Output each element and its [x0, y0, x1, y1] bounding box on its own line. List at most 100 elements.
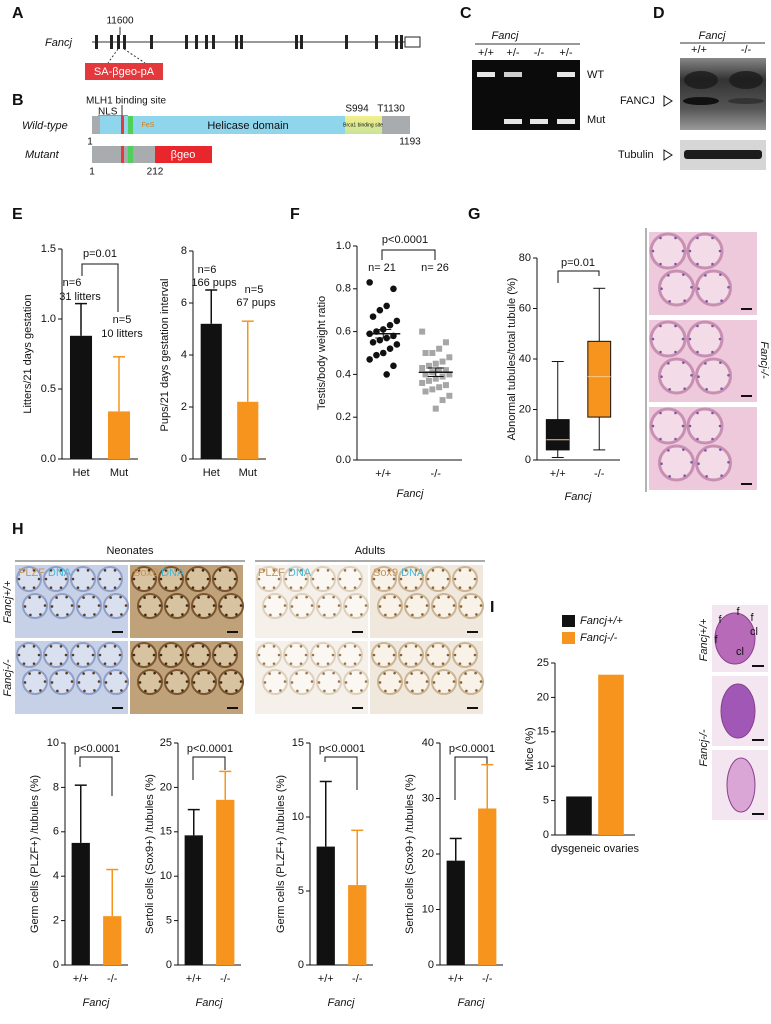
insertion-position: 11600: [106, 16, 134, 27]
exon: [345, 35, 348, 49]
nucleus: [39, 613, 42, 616]
y-tick-label: 10: [160, 870, 172, 882]
nucleus: [306, 689, 309, 692]
nucleus: [86, 645, 90, 648]
gel-band: [504, 72, 522, 77]
annotation: 67 pups: [236, 297, 276, 309]
nucleus: [384, 689, 387, 693]
nucleus: [448, 689, 451, 692]
nucleus: [458, 586, 462, 589]
tubule: [256, 566, 282, 592]
nucleus: [92, 671, 95, 675]
nucleus: [364, 680, 368, 683]
y-tick-label: 40: [422, 737, 434, 749]
y-tick-label: 30: [422, 792, 434, 804]
exon: [300, 35, 303, 49]
nucleus: [76, 645, 80, 648]
nucleus: [404, 569, 408, 572]
nucleus: [56, 613, 59, 617]
y-tick-label: 2: [181, 401, 187, 413]
nucleus: [171, 613, 174, 617]
significance-bracket: [324, 756, 358, 790]
gel: [472, 60, 580, 130]
bar: [237, 401, 259, 459]
wt-start: 1: [87, 137, 93, 148]
nucleus: [49, 586, 53, 589]
nucleus: [185, 604, 189, 607]
nucleus: [447, 595, 450, 599]
y-axis-label: Testis/body weight ratio: [316, 296, 328, 410]
nucleus: [696, 411, 699, 415]
nucleus: [438, 613, 441, 617]
tubule: [658, 269, 695, 307]
tubule: [218, 669, 244, 695]
row-label: Fancj-/-: [2, 659, 14, 697]
tubule: [343, 593, 369, 619]
nucleus: [331, 577, 335, 581]
helicase-region: [100, 116, 345, 134]
nucleus: [76, 662, 80, 665]
y-tick-label: 0: [166, 959, 172, 971]
x-tick-label: -/-: [482, 973, 493, 985]
image-annotation: f: [718, 614, 722, 626]
nucleus: [343, 586, 347, 589]
y-axis-label: Litters/21 days gestation: [22, 294, 34, 413]
nucleus: [289, 645, 293, 648]
nucleus: [322, 672, 325, 675]
nucleus: [124, 680, 128, 683]
nucleus: [59, 586, 63, 589]
tubule: [70, 642, 96, 668]
legend-label: Fancj+/+: [580, 615, 623, 627]
significance-bracket: [557, 270, 600, 283]
stain-label: PLZF DNA: [18, 567, 72, 579]
nucleus: [394, 689, 397, 692]
nucleus: [277, 653, 281, 657]
nucleus: [343, 645, 347, 648]
nucleus: [225, 689, 228, 693]
nucleus: [137, 645, 141, 648]
data-point: [390, 285, 397, 293]
nls-site: [128, 116, 133, 134]
nucleus: [719, 448, 722, 451]
y-axis-label: Mice (%): [524, 727, 536, 770]
nucleus: [316, 569, 320, 572]
nucleus: [438, 689, 441, 693]
nucleus: [696, 350, 699, 354]
nucleus: [697, 462, 700, 466]
nucleus: [387, 662, 391, 665]
nucleus: [659, 324, 662, 328]
exon: [95, 35, 98, 49]
nucleus: [234, 595, 237, 599]
nucleus: [299, 645, 303, 648]
target-label: Tubulin: [618, 149, 654, 161]
nucleus: [384, 613, 387, 617]
nucleus: [55, 596, 58, 599]
nucleus: [201, 645, 205, 648]
bar: [598, 674, 624, 835]
bar: [566, 796, 592, 835]
nucleus: [32, 586, 36, 589]
nucleus: [681, 337, 685, 341]
nucleus: [674, 262, 677, 266]
nucleus: [310, 680, 314, 683]
nucleus: [158, 604, 162, 607]
nucleus: [37, 653, 41, 657]
nucleus: [269, 613, 272, 617]
exon: [117, 35, 120, 49]
x-tick-label: +/+: [375, 468, 391, 480]
utr: [404, 36, 421, 48]
nucleus: [191, 662, 195, 665]
tubule: [452, 566, 478, 592]
x-tick-label: +/+: [318, 973, 334, 985]
nucleus: [70, 604, 74, 607]
nucleus: [257, 577, 261, 581]
nucleus: [154, 613, 157, 616]
band-label: WT: [587, 69, 604, 81]
nucleus: [233, 653, 237, 657]
nucleus: [147, 569, 151, 572]
stain-label: PLZF DNA: [258, 567, 312, 579]
nucleus: [137, 569, 141, 572]
target-label: FANCJ: [620, 95, 655, 107]
nucleus: [705, 388, 708, 391]
panel-label: C: [460, 5, 472, 22]
